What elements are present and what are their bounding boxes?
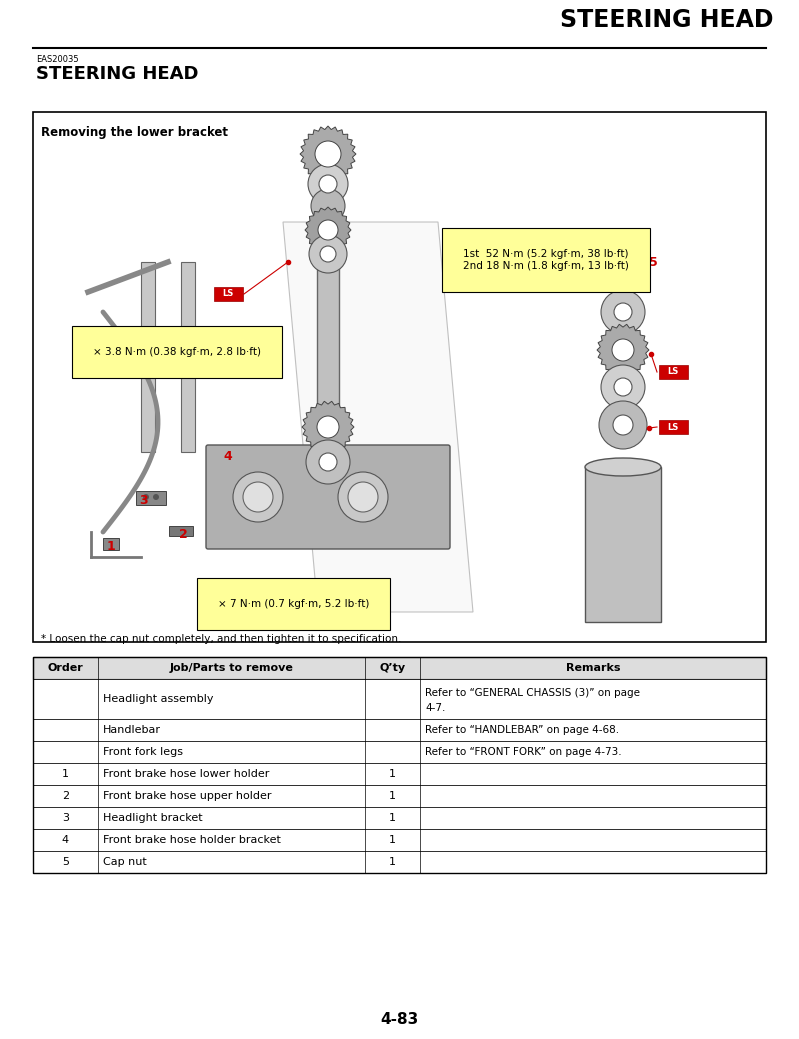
Bar (33, 829, 766, 851)
Bar (33, 680, 766, 719)
Text: Headlight bracket: Headlight bracket (102, 812, 202, 823)
Circle shape (143, 494, 149, 500)
Bar (33, 763, 766, 785)
Circle shape (243, 482, 273, 512)
Text: 4-83: 4-83 (380, 1012, 418, 1028)
Circle shape (309, 235, 347, 273)
Bar (33, 657, 766, 680)
Text: Refer to “FRONT FORK” on page 4-73.: Refer to “FRONT FORK” on page 4-73. (425, 747, 622, 757)
Circle shape (308, 164, 348, 204)
Circle shape (306, 439, 350, 484)
Text: Cap nut: Cap nut (102, 857, 146, 867)
Text: Order: Order (47, 663, 83, 673)
Bar (169, 526, 193, 536)
Circle shape (599, 243, 647, 291)
Text: LS: LS (222, 290, 233, 298)
Polygon shape (305, 207, 351, 254)
Text: LS: LS (667, 423, 678, 431)
Text: Headlight assembly: Headlight assembly (102, 694, 213, 704)
Text: Refer to “GENERAL CHASSIS (3)” on page: Refer to “GENERAL CHASSIS (3)” on page (425, 688, 640, 698)
Ellipse shape (585, 458, 661, 476)
Text: 1: 1 (389, 835, 396, 845)
Circle shape (317, 416, 339, 438)
Circle shape (318, 220, 338, 240)
Polygon shape (302, 401, 354, 453)
Text: 1: 1 (389, 812, 396, 823)
Circle shape (601, 290, 645, 334)
Polygon shape (283, 222, 473, 612)
Bar (33, 741, 766, 763)
Circle shape (613, 415, 633, 435)
Text: 1: 1 (389, 857, 396, 867)
Circle shape (233, 472, 283, 522)
Text: ⨯ 3.8 N·m (0.38 kgf·m, 2.8 lb·ft): ⨯ 3.8 N·m (0.38 kgf·m, 2.8 lb·ft) (93, 347, 261, 357)
Bar (181, 262, 195, 452)
Text: STEERING HEAD: STEERING HEAD (36, 65, 198, 83)
Bar (33, 719, 766, 741)
Text: 4: 4 (224, 451, 233, 463)
Bar (33, 851, 766, 873)
Text: 1: 1 (389, 791, 396, 801)
Circle shape (311, 189, 345, 223)
Text: Remarks: Remarks (566, 663, 620, 673)
Text: Handlebar: Handlebar (102, 725, 161, 735)
Circle shape (601, 365, 645, 409)
FancyBboxPatch shape (206, 445, 450, 549)
Bar (585, 467, 661, 622)
Text: EAS20035: EAS20035 (36, 55, 78, 64)
Text: 1st  52 N·m (5.2 kgf·m, 38 lb·ft)
2nd 18 N·m (1.8 kgf·m, 13 lb·ft): 1st 52 N·m (5.2 kgf·m, 38 lb·ft) 2nd 18 … (463, 249, 629, 271)
Bar (103, 538, 119, 550)
Circle shape (611, 255, 635, 279)
Text: Removing the lower bracket: Removing the lower bracket (41, 126, 228, 139)
Text: Job/Parts to remove: Job/Parts to remove (169, 663, 293, 673)
Text: 4: 4 (62, 835, 69, 845)
Bar (33, 807, 766, 829)
Text: LS: LS (667, 368, 678, 376)
Circle shape (315, 141, 341, 167)
Text: STEERING HEAD: STEERING HEAD (559, 8, 773, 32)
Bar (33, 112, 766, 642)
Bar (317, 162, 339, 472)
Text: 2: 2 (179, 528, 188, 540)
Text: Front brake hose holder bracket: Front brake hose holder bracket (102, 835, 280, 845)
Text: Refer to “HANDLEBAR” on page 4-68.: Refer to “HANDLEBAR” on page 4-68. (425, 725, 619, 735)
Circle shape (319, 175, 337, 193)
Circle shape (338, 472, 388, 522)
Circle shape (348, 482, 378, 512)
Text: 5: 5 (62, 857, 69, 867)
FancyBboxPatch shape (658, 420, 687, 434)
Text: 3: 3 (62, 812, 69, 823)
FancyBboxPatch shape (658, 365, 687, 379)
Text: * Loosen the cap nut completely, and then tighten it to specification.: * Loosen the cap nut completely, and the… (41, 634, 401, 644)
Circle shape (612, 339, 634, 361)
Text: 1: 1 (389, 769, 396, 779)
Text: 5: 5 (649, 256, 658, 268)
Text: 1: 1 (62, 769, 69, 779)
Text: ⨯ 7 N·m (0.7 kgf·m, 5.2 lb·ft): ⨯ 7 N·m (0.7 kgf·m, 5.2 lb·ft) (218, 600, 369, 609)
Circle shape (319, 453, 337, 471)
Circle shape (320, 246, 336, 262)
Bar (33, 657, 766, 873)
Circle shape (599, 401, 647, 449)
FancyBboxPatch shape (213, 287, 243, 301)
Circle shape (614, 303, 632, 321)
Bar (136, 491, 166, 505)
Circle shape (153, 494, 159, 500)
Text: Front brake hose upper holder: Front brake hose upper holder (102, 791, 271, 801)
Text: 3: 3 (139, 494, 147, 506)
Text: 2: 2 (62, 791, 69, 801)
Text: Front fork legs: Front fork legs (102, 747, 182, 757)
Text: 1: 1 (106, 540, 115, 554)
Polygon shape (300, 126, 356, 182)
Polygon shape (597, 324, 649, 376)
Bar (141, 262, 155, 452)
Text: Front brake hose lower holder: Front brake hose lower holder (102, 769, 269, 779)
Bar (33, 785, 766, 807)
Text: 4-7.: 4-7. (425, 702, 445, 713)
Text: Q’ty: Q’ty (380, 663, 406, 673)
Circle shape (614, 378, 632, 396)
